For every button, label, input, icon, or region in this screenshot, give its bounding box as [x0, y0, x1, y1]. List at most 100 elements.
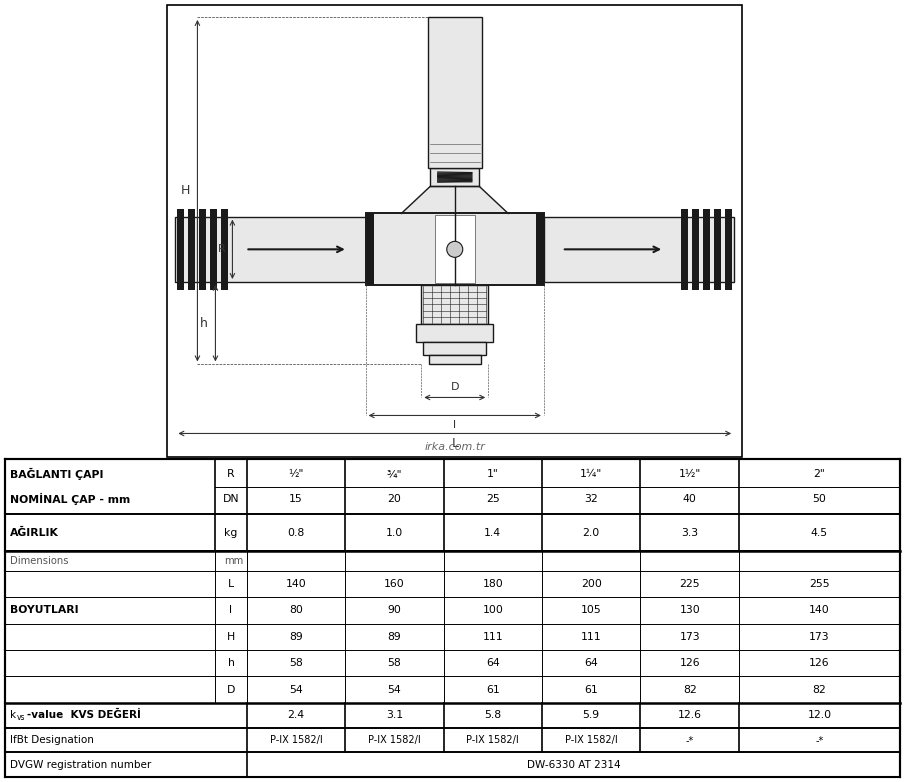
Text: 64: 64 [585, 658, 598, 668]
Text: 25: 25 [486, 494, 500, 504]
Text: 5.8: 5.8 [484, 710, 501, 720]
Text: 64: 64 [486, 658, 500, 668]
Bar [725, 209, 732, 290]
Text: 105: 105 [581, 605, 602, 615]
Bar [714, 209, 721, 290]
Text: 2": 2" [814, 469, 825, 479]
Text: 58: 58 [387, 658, 401, 668]
Text: 20: 20 [387, 494, 401, 504]
Bar [366, 213, 374, 285]
Bar [5, 650, 900, 676]
Text: 160: 160 [384, 579, 405, 589]
Text: h: h [227, 658, 234, 668]
Text: 1.4: 1.4 [484, 528, 501, 538]
Bar [177, 209, 185, 290]
Text: 50: 50 [813, 494, 826, 504]
Bar [544, 217, 734, 282]
Text: ½": ½" [288, 469, 303, 479]
Text: irka.com.tr: irka.com.tr [424, 443, 485, 453]
Text: H: H [227, 632, 235, 642]
Bar [188, 209, 195, 290]
Text: 80: 80 [289, 605, 303, 615]
Text: IfBt Designation: IfBt Designation [10, 735, 94, 745]
Bar [5, 551, 900, 571]
Text: 1": 1" [487, 469, 499, 479]
Text: 130: 130 [680, 605, 700, 615]
Text: -*: -* [815, 735, 824, 745]
Text: 1½": 1½" [679, 469, 700, 479]
Bar [222, 209, 228, 290]
Bar [176, 217, 366, 282]
Bar [422, 285, 488, 324]
Text: 12.0: 12.0 [807, 710, 832, 720]
Text: 140: 140 [809, 605, 830, 615]
Bar [428, 17, 481, 168]
Text: 40: 40 [682, 494, 697, 504]
Bar [5, 752, 900, 777]
Text: 225: 225 [680, 579, 700, 589]
Text: 100: 100 [482, 605, 503, 615]
Text: 2.0: 2.0 [583, 528, 600, 538]
Text: 12.6: 12.6 [678, 710, 701, 720]
Text: 3.3: 3.3 [681, 528, 699, 538]
Text: 180: 180 [482, 579, 503, 589]
Bar [199, 209, 206, 290]
Text: 1.0: 1.0 [386, 528, 403, 538]
Bar [5, 676, 900, 703]
Text: ¾": ¾" [386, 469, 402, 479]
Text: k: k [10, 710, 16, 720]
Bar [5, 727, 900, 752]
Text: 173: 173 [680, 632, 700, 642]
Text: AĞIRLIK: AĞIRLIK [10, 528, 59, 538]
Bar [5, 571, 900, 597]
Text: 140: 140 [285, 579, 306, 589]
Bar [5, 460, 900, 514]
Text: BOYUTLARI: BOYUTLARI [10, 605, 79, 615]
Text: 111: 111 [581, 632, 602, 642]
Text: 126: 126 [809, 658, 830, 668]
Text: L: L [228, 579, 234, 589]
Bar [429, 355, 481, 364]
Text: 200: 200 [581, 579, 602, 589]
Text: 1¼": 1¼" [580, 469, 603, 479]
Bar [211, 209, 217, 290]
Text: P-IX 1582/I: P-IX 1582/I [368, 735, 421, 745]
Text: L: L [452, 437, 458, 450]
Text: -value  KVS DEĞERİ: -value KVS DEĞERİ [27, 710, 141, 720]
Bar [5, 514, 900, 551]
Bar [692, 209, 699, 290]
Bar [430, 168, 480, 186]
Text: BAĞLANTI ÇAPI: BAĞLANTI ÇAPI [10, 468, 103, 480]
Text: P-IX 1582/I: P-IX 1582/I [565, 735, 617, 745]
Text: 126: 126 [680, 658, 700, 668]
Text: vs: vs [17, 712, 25, 722]
Text: DN: DN [223, 494, 239, 504]
Bar [703, 209, 710, 290]
Text: 89: 89 [387, 632, 401, 642]
Bar [423, 342, 487, 355]
Text: 2.4: 2.4 [287, 710, 304, 720]
Bar [167, 5, 742, 457]
Bar [5, 703, 900, 727]
Text: P-IX 1582/I: P-IX 1582/I [466, 735, 519, 745]
Text: 82: 82 [682, 685, 697, 694]
Text: l: l [230, 605, 233, 615]
Text: 4.5: 4.5 [811, 528, 828, 538]
Text: 90: 90 [387, 605, 401, 615]
Text: 61: 61 [585, 685, 598, 694]
Text: 3.1: 3.1 [386, 710, 403, 720]
Text: D: D [451, 382, 459, 393]
Text: 58: 58 [289, 658, 303, 668]
Text: 15: 15 [289, 494, 303, 504]
Text: 0.8: 0.8 [287, 528, 304, 538]
Text: 255: 255 [809, 579, 830, 589]
Circle shape [447, 242, 462, 257]
Text: DW-6330 AT 2314: DW-6330 AT 2314 [527, 759, 620, 769]
Text: R: R [217, 244, 225, 254]
Text: 61: 61 [486, 685, 500, 694]
Bar [416, 324, 493, 342]
Bar [681, 209, 688, 290]
Text: R: R [227, 469, 234, 479]
Text: 111: 111 [482, 632, 503, 642]
Text: D: D [227, 685, 235, 694]
